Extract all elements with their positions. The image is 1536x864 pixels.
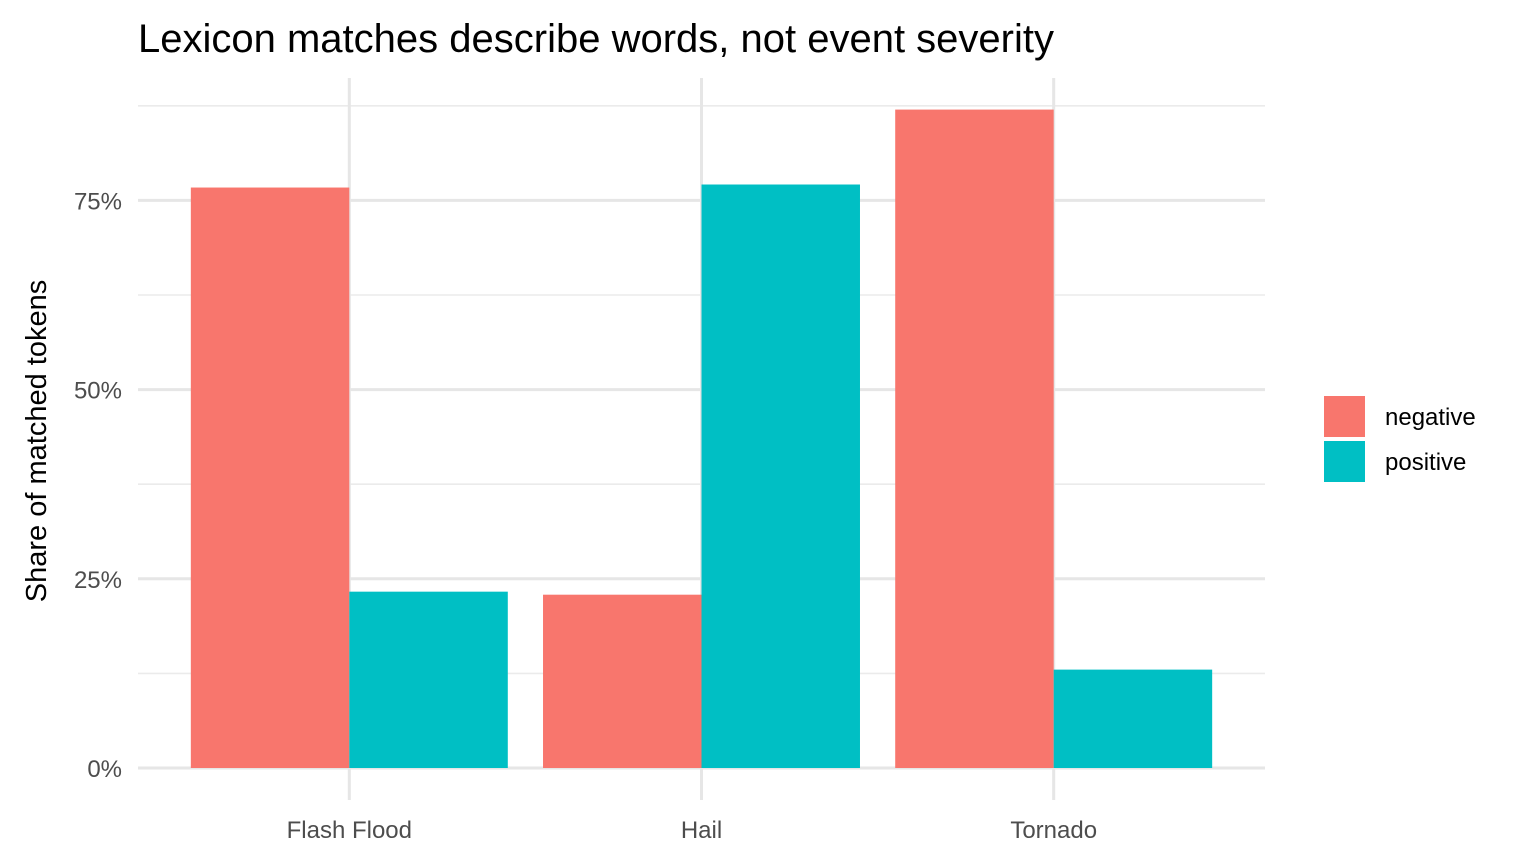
- x-tick-label: Hail: [681, 817, 722, 844]
- y-tick-label: 50%: [74, 378, 122, 405]
- y-axis-ticks: 0% 25% 50% 75%: [74, 188, 122, 783]
- y-tick-label: 75%: [74, 188, 122, 215]
- bar-positive-hail: [701, 184, 860, 768]
- bar-negative-hail: [543, 594, 702, 768]
- chart-title: Lexicon matches describe words, not even…: [138, 17, 1054, 61]
- x-tick-label: Flash Flood: [287, 817, 412, 844]
- bar-negative-flash-flood: [190, 187, 350, 768]
- x-tick-label: Tornado: [1010, 817, 1097, 844]
- legend-label-negative: negative: [1385, 404, 1476, 431]
- legend: negative positive: [1324, 396, 1476, 482]
- bar-positive-tornado: [1053, 669, 1213, 768]
- legend-swatch-negative: [1324, 396, 1365, 437]
- legend-swatch-positive: [1324, 441, 1365, 482]
- y-tick-label: 0%: [87, 756, 122, 783]
- x-axis-ticks: Flash Flood Hail Tornado: [287, 817, 1097, 844]
- bars: [190, 109, 1213, 769]
- bar-positive-flash-flood: [349, 591, 508, 768]
- bar-negative-tornado: [895, 109, 1054, 769]
- y-tick-label: 25%: [74, 567, 122, 594]
- y-axis-label: Share of matched tokens: [21, 280, 53, 602]
- legend-label-positive: positive: [1385, 449, 1466, 476]
